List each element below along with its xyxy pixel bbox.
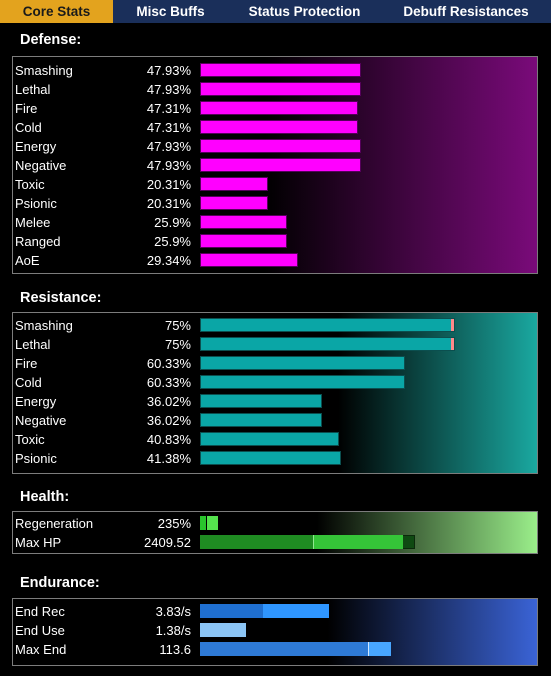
health-value: 235% xyxy=(157,516,191,531)
defense-label: AoE xyxy=(15,253,40,268)
resistance-bar xyxy=(200,337,455,351)
defense-label: Cold xyxy=(15,120,42,135)
resistance-value: 41.38% xyxy=(146,451,191,466)
defense-label: Ranged xyxy=(15,234,61,249)
endurance-panel: End Rec 3.83/s End Use 1.38/s Max End 11… xyxy=(12,598,538,666)
resistance-bar xyxy=(200,356,405,370)
defense-label: Negative xyxy=(15,158,67,173)
defense-panel: Smashing 47.93% Lethal 47.93% Fire 47.31% C… xyxy=(12,56,538,274)
health-value: 2409.52 xyxy=(144,535,191,550)
resistance-bar xyxy=(200,318,455,332)
resistance-heading: Resistance: xyxy=(20,290,102,306)
defense-label: Smashing xyxy=(15,63,73,78)
resistance-value: 40.83% xyxy=(146,432,191,447)
resistance-label: Psionic xyxy=(15,451,57,466)
defense-value: 47.31% xyxy=(146,101,191,116)
defense-value: 47.31% xyxy=(146,120,191,135)
defense-value: 25.9% xyxy=(154,234,191,249)
end-rec-bar-bonus xyxy=(263,604,329,618)
defense-value: 25.9% xyxy=(154,215,191,230)
resistance-value: 36.02% xyxy=(146,394,191,409)
defense-label: Energy xyxy=(15,139,57,154)
max-end-bar-base xyxy=(200,642,368,656)
resistance-label: Smashing xyxy=(15,318,73,333)
resistance-label: Cold xyxy=(15,375,42,390)
defense-bar xyxy=(200,101,358,115)
tab-bar: Core Stats Misc Buffs Status Protection … xyxy=(0,0,551,23)
max-end-bar-bonus xyxy=(368,642,391,656)
resistance-bar xyxy=(200,394,322,408)
defense-bar xyxy=(200,234,287,248)
defense-value: 47.93% xyxy=(146,139,191,154)
tab-debuff-resistances[interactable]: Debuff Resistances xyxy=(403,4,529,19)
defense-bar xyxy=(200,120,358,134)
resistance-value: 75% xyxy=(164,337,191,352)
tab-status-protection[interactable]: Status Protection xyxy=(248,4,361,19)
resistance-value: 36.02% xyxy=(146,413,191,428)
health-label: Regeneration xyxy=(15,516,94,531)
endurance-value: 3.83/s xyxy=(155,604,191,619)
resistance-value: 75% xyxy=(164,318,191,333)
endurance-heading: Endurance: xyxy=(20,575,100,591)
resistance-label: Toxic xyxy=(15,432,45,447)
resistance-bar xyxy=(200,375,405,389)
health-panel: Regeneration 235% Max HP 2409.52 xyxy=(12,511,538,554)
max-hp-bar-base xyxy=(200,535,313,549)
resistance-panel: Smashing 75% Lethal 75% Fire 60.33% Cold 60.… xyxy=(12,312,538,474)
defense-heading: Defense: xyxy=(20,32,82,48)
defense-value: 47.93% xyxy=(146,82,191,97)
resistance-label: Lethal xyxy=(15,337,51,352)
regeneration-bar-bonus xyxy=(207,516,218,530)
defense-label: Lethal xyxy=(15,82,51,97)
endurance-value: 113.6 xyxy=(159,642,191,657)
resistance-label: Fire xyxy=(15,356,38,371)
defense-value: 20.31% xyxy=(146,177,191,192)
defense-label: Melee xyxy=(15,215,51,230)
resistance-bar xyxy=(200,432,339,446)
resistance-label: Energy xyxy=(15,394,57,409)
defense-bar xyxy=(200,158,361,172)
defense-bar xyxy=(200,215,287,229)
defense-bar xyxy=(200,253,298,267)
defense-label: Toxic xyxy=(15,177,45,192)
defense-bar xyxy=(200,177,268,191)
defense-bar xyxy=(200,63,361,77)
defense-bar xyxy=(200,139,361,153)
resistance-label: Negative xyxy=(15,413,67,428)
resistance-value: 60.33% xyxy=(146,375,191,390)
defense-value: 29.34% xyxy=(146,253,191,268)
endurance-value: 1.38/s xyxy=(155,623,191,638)
resistance-bar xyxy=(200,451,341,465)
end-rec-bar-base xyxy=(200,604,263,618)
resistance-value: 60.33% xyxy=(146,356,191,371)
defense-value: 47.93% xyxy=(146,158,191,173)
defense-label: Fire xyxy=(15,101,38,116)
defense-label: Psionic xyxy=(15,196,57,211)
endurance-label: End Rec xyxy=(15,604,65,619)
regeneration-bar-base xyxy=(200,516,206,530)
defense-bar xyxy=(200,196,268,210)
end-use-bar xyxy=(200,623,246,637)
defense-value: 47.93% xyxy=(146,63,191,78)
endurance-label: Max End xyxy=(15,642,67,657)
endurance-label: End Use xyxy=(15,623,65,638)
defense-value: 20.31% xyxy=(146,196,191,211)
tab-core-stats[interactable]: Core Stats xyxy=(0,0,113,23)
defense-bar xyxy=(200,82,361,96)
resistance-bar xyxy=(200,413,322,427)
health-label: Max HP xyxy=(15,535,62,550)
tab-misc-buffs[interactable]: Misc Buffs xyxy=(136,4,205,19)
health-heading: Health: xyxy=(20,489,70,505)
max-hp-bar-bonus xyxy=(313,535,403,549)
